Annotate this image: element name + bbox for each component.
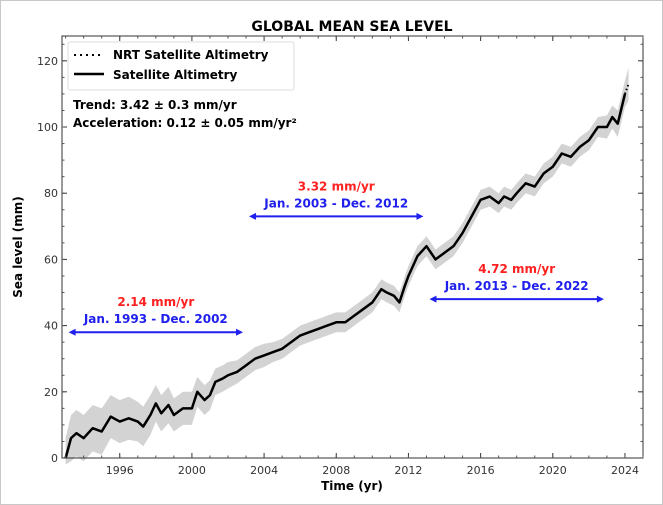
trend-text: Trend: 3.42 ± 0.3 mm/yr (73, 98, 237, 112)
y-tick-label: 40 (44, 320, 58, 333)
series-layer (64, 83, 630, 459)
x-tick-label: 2020 (539, 464, 567, 477)
series-line-solid (64, 93, 627, 459)
period-annotation: Jan. 2003 - Dec. 2012 3.32 mm/yr (249, 179, 424, 220)
arrow-left-head (429, 295, 437, 303)
x-tick-label: 2008 (322, 464, 350, 477)
arrow-right-head (596, 295, 604, 303)
arrow-left-head (249, 212, 257, 220)
legend: NRT Satellite Altimetry Satellite Altime… (67, 41, 295, 91)
chart-title: GLOBAL MEAN SEA LEVEL (251, 19, 452, 35)
period-annotation: Jan. 1993 - Dec. 2002 2.14 mm/yr (68, 295, 244, 336)
period-range-label: Jan. 1993 - Dec. 2002 (83, 312, 228, 326)
uncertainty-band-layer (65, 67, 629, 465)
uncertainty-band-dotted (624, 67, 629, 108)
y-tick-label: 20 (44, 386, 58, 399)
period-rate-label: 2.14 mm/yr (117, 295, 194, 309)
series-line-dotted (624, 83, 630, 95)
arrow-right-head (236, 328, 244, 336)
period-rate-label: 4.72 mm/yr (478, 262, 555, 276)
period-range-label: Jan. 2013 - Dec. 2022 (444, 279, 589, 293)
period-annotations: Jan. 1993 - Dec. 2002 2.14 mm/yr Jan. 2003… (68, 179, 604, 336)
period-annotation: Jan. 2013 - Dec. 2022 4.72 mm/yr (429, 262, 604, 303)
x-axis-label: Time (yr) (321, 479, 383, 493)
x-tick-label: 2024 (611, 464, 639, 477)
x-tick-label: 1996 (106, 464, 134, 477)
plot-area-frame (61, 35, 644, 459)
legend-box (67, 41, 295, 91)
y-tick-label: 80 (44, 187, 58, 200)
uncertainty-band-solid (65, 80, 625, 465)
legend-label-nrt: NRT Satellite Altimetry (113, 48, 269, 62)
arrow-left-head (68, 328, 76, 336)
x-tick-label: 2000 (178, 464, 206, 477)
legend-label-altimetry: Satellite Altimetry (113, 68, 238, 82)
x-tick-label: 2004 (250, 464, 278, 477)
period-range-label: Jan. 2003 - Dec. 2012 (263, 196, 408, 210)
y-tick-label: 60 (44, 253, 58, 266)
y-tick-label: 0 (51, 452, 58, 465)
arrow-right-head (416, 212, 424, 220)
period-rate-label: 3.32 mm/yr (298, 179, 375, 193)
x-tick-label: 2012 (394, 464, 422, 477)
y-tick-label: 120 (37, 55, 58, 68)
y-tick-label: 100 (37, 121, 58, 134)
y-axis-label: Sea level (mm) (11, 196, 25, 298)
acceleration-text: Acceleration: 0.12 ± 0.05 mm/yr² (73, 116, 297, 130)
axis-ticks: 1996 2000 2004 2008 2012 2016 2020 2024 0 20 40 60 8… (37, 36, 644, 477)
x-tick-label: 2016 (467, 464, 495, 477)
